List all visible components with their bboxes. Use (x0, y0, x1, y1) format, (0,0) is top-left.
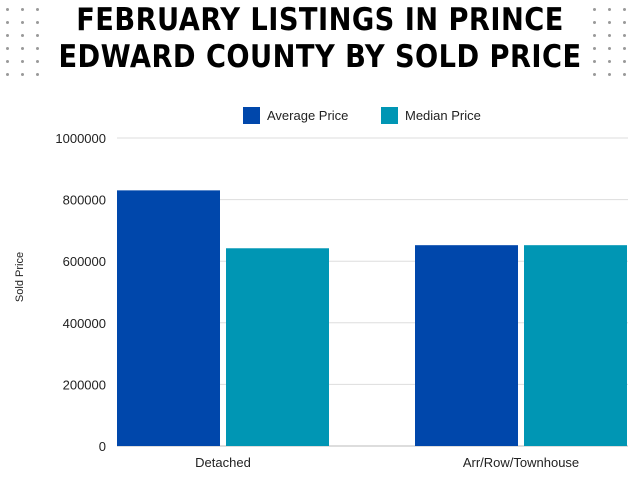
y-tick-label: 400000 (63, 316, 106, 331)
y-tick-label: 800000 (63, 193, 106, 208)
y-tick-label: 0 (99, 439, 106, 454)
legend-label: Median Price (405, 108, 481, 123)
bar-average-price (415, 245, 518, 446)
y-tick-label: 600000 (63, 254, 106, 269)
bar-median-price (226, 248, 329, 446)
y-tick-label: 1000000 (55, 131, 106, 146)
legend-swatch (243, 107, 260, 124)
legend-label: Average Price (267, 108, 348, 123)
chart-title: FEBRUARY LISTINGS IN PRINCE EDWARD COUNT… (58, 2, 582, 75)
y-tick-label: 200000 (63, 377, 106, 392)
bar-average-price (117, 190, 220, 446)
legend-swatch (381, 107, 398, 124)
y-axis-label: Sold Price (14, 252, 26, 302)
x-tick-label: Detached (195, 455, 251, 470)
x-tick-label: Arr/Row/Townhouse (463, 455, 579, 470)
bar-median-price (524, 245, 627, 446)
